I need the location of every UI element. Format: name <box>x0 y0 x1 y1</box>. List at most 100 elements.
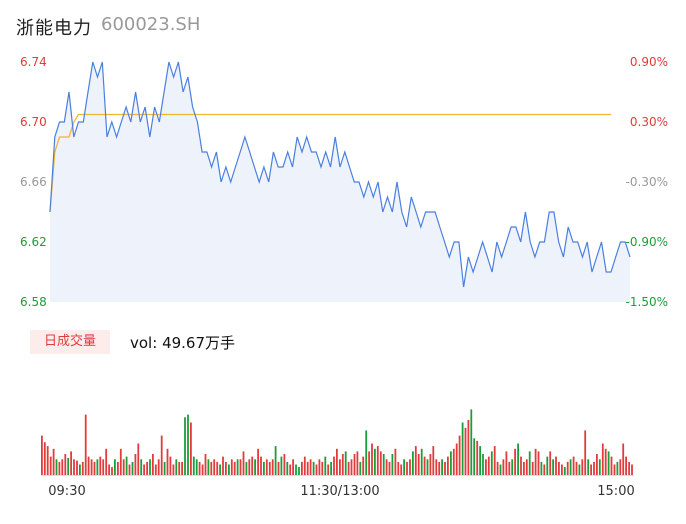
volume-bar <box>593 461 595 475</box>
volume-bar <box>143 464 145 475</box>
volume-bar <box>96 459 99 476</box>
volume-bar <box>318 459 321 476</box>
volume-bar <box>549 451 552 475</box>
volume-bar <box>359 461 362 475</box>
volume-bar <box>90 459 93 476</box>
volume-bar <box>58 461 61 475</box>
volume-bar <box>64 454 67 475</box>
volume-bar <box>628 461 630 475</box>
y-right-tick-label: -0.30% <box>626 175 668 189</box>
volume-bar <box>289 464 292 475</box>
volume-bar <box>169 456 172 475</box>
volume-bar <box>409 459 411 476</box>
volume-bar <box>362 456 365 475</box>
volume-bar <box>455 443 458 475</box>
y-right-tick-label: 0.90% <box>630 55 668 69</box>
volume-bar <box>306 461 309 475</box>
volume-bar <box>622 443 625 475</box>
volume-bar <box>236 459 239 476</box>
y-left-tick-label: 6.58 <box>20 295 47 309</box>
volume-bar <box>175 459 178 476</box>
volume-bar <box>137 443 140 475</box>
volume-readout: vol: 49.67万手 <box>130 332 235 353</box>
volume-bar <box>55 459 58 476</box>
volume-bar <box>531 461 534 475</box>
volume-value: 49.67万手 <box>162 334 236 352</box>
volume-bar <box>245 461 248 475</box>
volume-bar <box>388 461 391 475</box>
volume-bar <box>298 467 300 475</box>
volume-bar <box>616 461 619 475</box>
volume-bar <box>438 461 441 475</box>
volume-bar <box>84 414 87 475</box>
volume-bar <box>128 464 131 475</box>
volume-bar <box>604 448 607 476</box>
volume-bar <box>461 422 464 475</box>
volume-bar <box>350 459 353 476</box>
volume-bar <box>172 464 175 475</box>
volume-bar <box>464 427 467 476</box>
volume-bar <box>590 464 592 475</box>
volume-bar <box>102 459 105 476</box>
volume-bar <box>540 461 543 475</box>
volume-bar <box>435 459 438 476</box>
volume-bar <box>523 461 525 475</box>
volume-bar <box>496 461 499 475</box>
volume-bar <box>467 419 470 475</box>
volume-bar <box>528 451 531 475</box>
volume-bar <box>493 446 496 475</box>
volume-bar <box>441 459 443 476</box>
volume-bar <box>134 454 137 475</box>
volume-bar <box>292 459 294 476</box>
price-area <box>50 62 630 302</box>
volume-bar <box>406 461 408 475</box>
volume-bar <box>219 464 221 475</box>
volume-bar <box>368 451 370 475</box>
volume-bar <box>365 430 368 475</box>
volume-prefix: vol: <box>130 334 158 352</box>
volume-bar <box>242 451 245 475</box>
volume-bar <box>376 446 379 475</box>
volume-bar <box>356 451 359 475</box>
volume-bar <box>391 454 394 475</box>
volume-bar <box>87 456 90 475</box>
volume-bar <box>195 459 198 476</box>
volume-bar <box>52 448 55 476</box>
volume-bar <box>122 459 125 476</box>
volume-bar <box>198 461 201 475</box>
volume-bar <box>353 454 356 475</box>
volume-bar <box>146 461 148 475</box>
x-tick-label: 11:30/13:00 <box>300 484 379 499</box>
volume-bar <box>309 459 312 476</box>
volume-bar <box>149 459 151 476</box>
volume-bar <box>163 461 166 475</box>
volume-bar <box>476 440 479 475</box>
volume-bar <box>61 459 64 476</box>
volume-bar <box>327 464 330 475</box>
volume-bar <box>371 443 373 475</box>
volume-bar <box>485 459 487 476</box>
volume-bar <box>412 451 414 475</box>
volume-bar <box>417 454 420 475</box>
volume-bar <box>452 448 455 476</box>
y-left-tick-label: 6.74 <box>20 55 47 69</box>
volume-bar <box>517 443 519 475</box>
volume-bar <box>41 435 43 475</box>
volume-bar <box>274 446 277 475</box>
volume-bar <box>251 456 254 475</box>
volume-bar <box>525 459 528 476</box>
volume-bar <box>125 456 128 475</box>
volume-bar <box>324 456 327 475</box>
volume-bar <box>563 467 566 475</box>
volume-bar <box>111 467 113 475</box>
volume-bar <box>511 459 514 476</box>
volume-bar <box>508 461 511 475</box>
volume-bar <box>546 456 549 475</box>
y-right-tick-label: 0.30% <box>630 115 668 129</box>
volume-bar <box>499 464 502 475</box>
volume-bar <box>543 464 546 475</box>
volume-bar <box>295 464 297 475</box>
y-left-tick-label: 6.70 <box>20 115 47 129</box>
volume-bar <box>263 461 265 475</box>
volume-bar <box>520 456 522 475</box>
